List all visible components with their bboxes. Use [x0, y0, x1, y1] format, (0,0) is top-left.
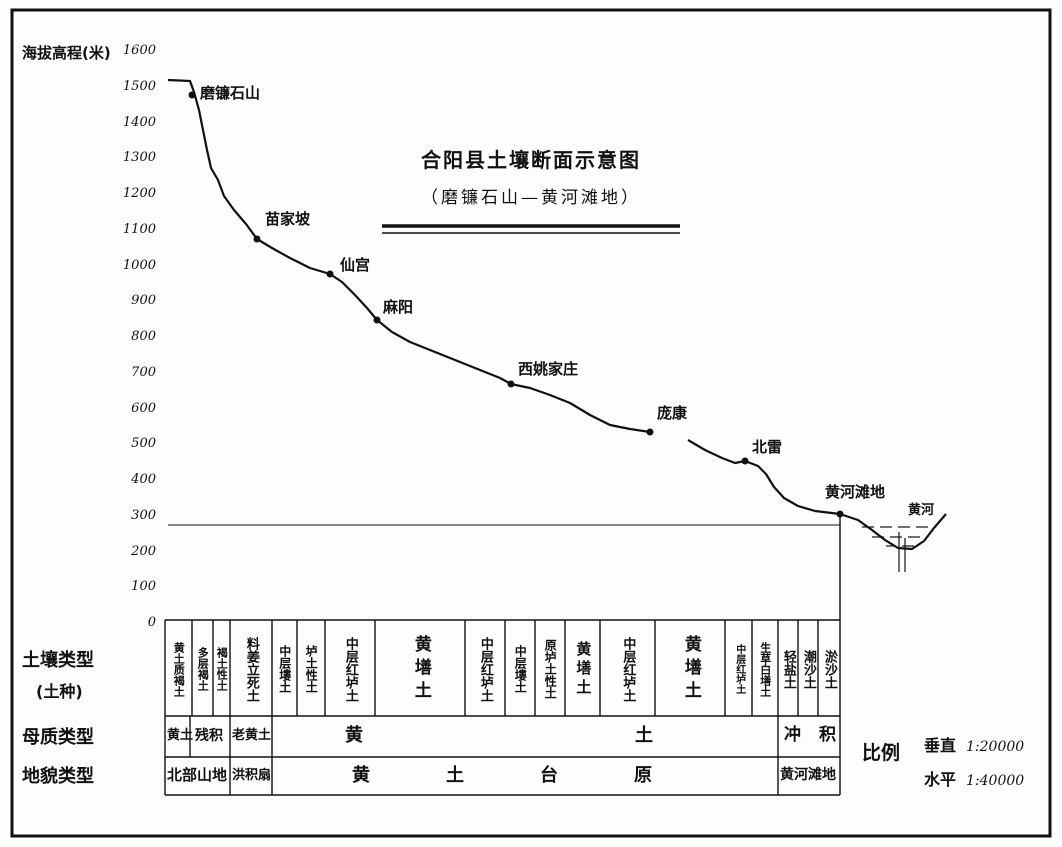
place-markers	[188, 91, 844, 518]
scale-label: 比例	[862, 742, 901, 764]
place-marker	[741, 457, 749, 465]
soil-type-cell: 生草白墡土	[758, 641, 772, 697]
row-label-soil-sub: (土种)	[36, 682, 83, 701]
parent-material-cell: 黄土	[345, 725, 925, 746]
soil-type-cell: 料姜立死土	[243, 636, 259, 702]
place-label: 磨镰石山	[200, 84, 261, 102]
y-tick-label: 1000	[122, 257, 156, 273]
soil-type-cell: 黄墡土	[574, 640, 593, 698]
y-tick-label: 700	[131, 364, 156, 380]
place-marker	[373, 316, 381, 324]
place-marker	[646, 428, 654, 436]
y-tick-label: 500	[131, 436, 156, 452]
soil-type-cell: 中层红垆土	[620, 636, 636, 702]
y-tick-label: 1500	[122, 78, 156, 94]
place-marker	[507, 380, 515, 388]
y-tick-label: 1300	[122, 150, 156, 166]
landform-cell: 洪积扇	[232, 768, 272, 783]
scale-horizontal-label: 水平	[924, 770, 957, 789]
place-label: 黄河	[908, 503, 935, 518]
place-marker	[253, 235, 261, 243]
table-grid	[164, 514, 841, 796]
soil-type-cell: 中层红垆土	[733, 644, 745, 694]
scale-vertical-value: 1:20000	[966, 739, 1025, 755]
river-water	[862, 526, 928, 572]
soil-type-cell: 褐土性土	[215, 647, 229, 691]
soil-type-cell: 原垆土性土	[543, 639, 558, 699]
landform-cell: 北部山地	[167, 766, 228, 784]
soil-type-cell: 中层塿土	[277, 645, 292, 693]
soil-type-cell: 中层塿土	[513, 645, 528, 693]
y-tick-label: 100	[131, 579, 156, 595]
y-axis-label: 海拔高程(米)	[22, 44, 111, 62]
y-tick-label: 1600	[122, 43, 156, 58]
place-marker	[326, 270, 334, 278]
place-label: 仙宫	[340, 256, 371, 274]
landform-cell: 黄河滩地	[780, 767, 836, 783]
y-tick-label: 300	[131, 507, 156, 523]
y-tick-label: 800	[131, 329, 156, 344]
soil-type-cell: 中层红垆土	[342, 636, 358, 702]
place-label: 北雷	[752, 438, 783, 456]
y-tick-label: 200	[131, 543, 156, 559]
parent-material-cell: 黄土	[167, 728, 194, 743]
place-label: 黄河滩地	[825, 483, 886, 501]
parent-material-cell: 老黄土	[232, 728, 272, 743]
soil-type-cell: 潮沙土	[800, 649, 816, 689]
y-tick-label: 400	[131, 472, 156, 487]
place-label: 庞康	[657, 404, 688, 422]
parent-material-cell: 冲积	[784, 725, 854, 745]
row-label-landform: 地貌类型	[22, 766, 94, 787]
y-tick-label: 900	[131, 293, 156, 309]
outer-border	[10, 8, 1052, 838]
place-label: 麻阳	[383, 298, 414, 316]
soil-type-cell: 黄墡土	[680, 634, 701, 704]
y-tick-label: 1200	[122, 186, 156, 201]
y-tick-label: 600	[131, 400, 156, 416]
y-tick-label: 0	[147, 615, 156, 630]
place-label: 苗家坡	[265, 210, 311, 228]
soil-type-cell: 黄墡土	[410, 634, 431, 704]
elevation-profile-line	[167, 78, 947, 551]
scale-horizontal-value: 1:40000	[966, 773, 1025, 789]
row-label-soil: 土壤类型	[22, 650, 94, 671]
landform-cell: 黄土台原	[352, 765, 728, 786]
place-label: 西姚家庄	[518, 360, 579, 378]
y-tick-label: 1100	[122, 221, 156, 237]
row-label-parent: 母质类型	[22, 727, 94, 748]
y-tick-label: 1400	[122, 114, 156, 130]
diagram-subtitle: （磨镰石山—黄河滩地）	[421, 188, 641, 208]
soil-type-cell: 轻盐土	[780, 649, 796, 689]
soil-type-cell: 黄土质褐土	[172, 641, 186, 697]
soil-type-cell: 中层红垆土	[477, 636, 493, 702]
diagram-title: 合阳县土壤断面示意图	[421, 148, 641, 172]
soil-type-cell: 淤沙土	[821, 649, 837, 689]
place-marker	[188, 91, 196, 99]
soil-type-cell: 垆土性土	[304, 645, 319, 693]
soil-type-cell: 多层褐土	[196, 647, 210, 691]
parent-material-cell: 残积	[195, 728, 223, 744]
scale-vertical-label: 垂直	[924, 736, 957, 755]
